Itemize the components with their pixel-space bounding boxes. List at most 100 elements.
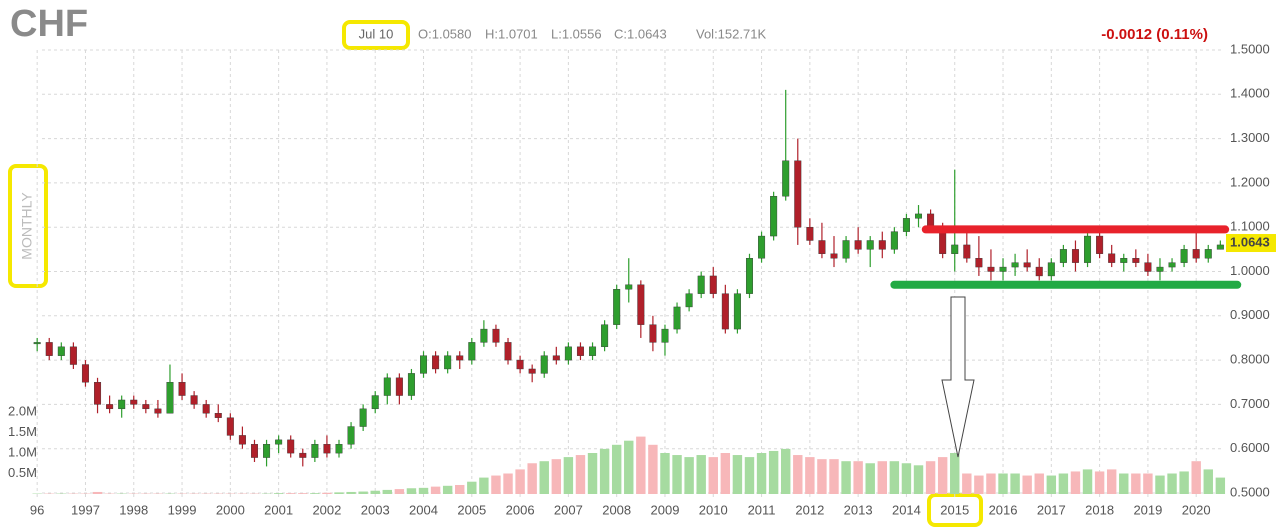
- candle-body: [697, 275, 705, 294]
- volume-bar: [720, 453, 731, 494]
- volume-bar: [744, 457, 755, 494]
- candle-body: [504, 342, 512, 361]
- candle-body: [866, 240, 874, 250]
- volume-bar: [455, 484, 465, 494]
- candle-body: [902, 218, 910, 232]
- candle-body: [178, 382, 186, 396]
- volume-bar: [285, 493, 296, 494]
- volume-bar: [563, 457, 574, 494]
- candle-body: [1108, 253, 1116, 263]
- volume-bar: [539, 461, 549, 494]
- header-high: H:1.0701: [485, 26, 538, 41]
- candle-body: [552, 355, 560, 361]
- volume-bar: [418, 487, 429, 494]
- volume-bar: [732, 455, 743, 494]
- volume-bar: [1131, 473, 1141, 494]
- volume-bar: [986, 473, 996, 494]
- candle-body: [1071, 249, 1079, 263]
- volume-bar: [587, 453, 598, 494]
- volume-bar: [406, 488, 417, 494]
- header-change: -0.0012 (0.11%): [1101, 26, 1208, 43]
- candle-body: [166, 382, 174, 414]
- candle-body: [540, 355, 548, 374]
- candle-body: [685, 293, 693, 308]
- candle-body: [589, 346, 597, 356]
- volume-bar: [901, 463, 912, 494]
- candle-body: [782, 160, 790, 197]
- candle-body: [383, 377, 391, 396]
- candle-body: [154, 408, 162, 414]
- volume-bar: [370, 490, 380, 494]
- volume-tick-label: 0.5M: [8, 465, 37, 480]
- volume-bar: [551, 459, 562, 494]
- x-tick-label: 2020: [1182, 502, 1211, 517]
- volume-bar: [1191, 461, 1201, 494]
- volume-bar: [430, 486, 441, 494]
- volume-bar: [829, 459, 839, 494]
- header-low: L:1.0556: [551, 26, 602, 41]
- y-tick-label: 0.8000: [1230, 352, 1270, 367]
- candle-body: [1156, 266, 1164, 272]
- x-tick-label: 2012: [795, 502, 824, 517]
- candle-body: [1059, 249, 1067, 263]
- candle-body: [57, 346, 65, 356]
- candle-body: [673, 306, 681, 330]
- candle-body: [613, 289, 621, 325]
- volume-bar: [92, 491, 103, 494]
- volume-bar: [1022, 475, 1032, 494]
- volume-bar: [805, 457, 815, 494]
- y-tick-label: 1.1000: [1230, 219, 1270, 234]
- candle-body: [1047, 262, 1055, 277]
- volume-bar: [1082, 469, 1093, 494]
- volume-bar: [950, 453, 960, 494]
- candle-body: [625, 284, 633, 290]
- volume-tick-label: 2.0M: [8, 403, 37, 418]
- volume-bar: [1010, 473, 1020, 494]
- candle-body: [190, 395, 198, 405]
- x-tick-label: 2009: [651, 502, 680, 517]
- candle-body: [890, 231, 898, 250]
- volume-bar: [1143, 473, 1153, 494]
- x-tick-label: 2000: [216, 502, 245, 517]
- volume-bar: [1203, 469, 1213, 494]
- candle-body: [407, 373, 415, 396]
- volume-bar: [394, 489, 405, 494]
- volume-bar: [925, 461, 936, 494]
- candle-body: [1204, 249, 1212, 259]
- candle-body: [347, 426, 355, 445]
- candle-body: [287, 439, 295, 454]
- volume-bar: [660, 453, 670, 494]
- candle-body: [963, 244, 971, 259]
- volume-bar: [1070, 471, 1081, 494]
- volume-bar: [648, 444, 658, 494]
- candle-body: [250, 444, 258, 458]
- candle-body: [649, 324, 657, 343]
- candle-body: [818, 240, 826, 254]
- x-tick-label: 2018: [1085, 502, 1114, 517]
- volume-bar: [684, 457, 694, 494]
- candle-body: [975, 258, 983, 268]
- candle-body: [1084, 235, 1092, 263]
- candle-body: [420, 355, 428, 374]
- volume-bar: [756, 453, 767, 494]
- volume-bar: [273, 493, 284, 494]
- y-tick-label: 1.0000: [1230, 263, 1270, 278]
- volume-bar: [624, 440, 634, 494]
- candle-body: [118, 399, 126, 410]
- candle-body: [226, 417, 234, 436]
- candle-body: [395, 377, 403, 396]
- volume-bar: [1058, 473, 1069, 494]
- candle-body: [480, 328, 488, 343]
- volume-bar: [334, 492, 344, 494]
- candle-body: [1011, 262, 1019, 268]
- candle-body: [951, 244, 959, 254]
- x-tick-label: 2007: [554, 502, 583, 517]
- header-date: Jul 10: [359, 26, 394, 41]
- y-tick-label: 0.5000: [1230, 484, 1270, 499]
- volume-bar: [636, 436, 646, 494]
- candle-body: [733, 293, 741, 330]
- volume-bar: [817, 459, 827, 494]
- volume-bar: [1215, 477, 1226, 494]
- volume-bar: [1094, 471, 1105, 494]
